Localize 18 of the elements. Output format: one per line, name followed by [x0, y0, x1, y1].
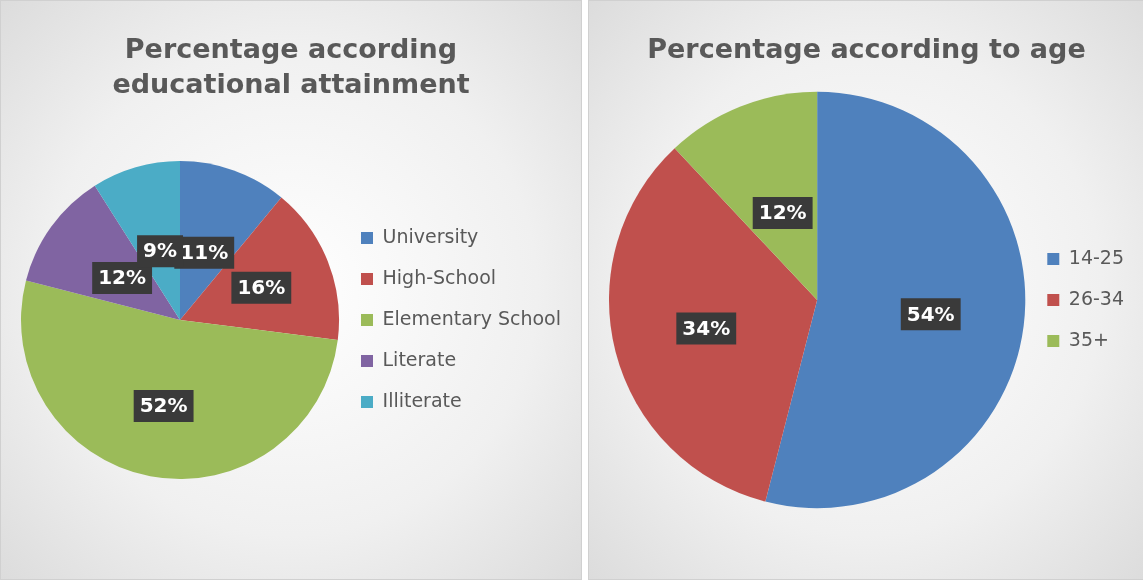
- data-label: 16%: [237, 275, 286, 300]
- legend-label: Elementary School: [382, 307, 562, 330]
- legend-label: 35+: [1068, 328, 1109, 351]
- legend-label: 14-25: [1068, 246, 1125, 269]
- data-label: 34%: [682, 315, 731, 340]
- legend-label: High-School: [382, 266, 497, 289]
- chart-title: Percentage according educational attainment: [111, 32, 471, 102]
- data-label: 54%: [906, 301, 955, 326]
- data-label: 12%: [98, 265, 147, 290]
- chart-title: Percentage according to age: [646, 32, 1087, 66]
- legend-label: Illiterate: [382, 389, 462, 412]
- legend-label: 26-34: [1068, 287, 1125, 310]
- data-label: 52%: [139, 393, 188, 418]
- data-label: 9%: [143, 238, 178, 263]
- data-label: 11%: [180, 240, 229, 265]
- data-label: 12%: [758, 200, 807, 225]
- legend-label: Literate: [382, 348, 457, 371]
- legend-label: University: [382, 225, 479, 248]
